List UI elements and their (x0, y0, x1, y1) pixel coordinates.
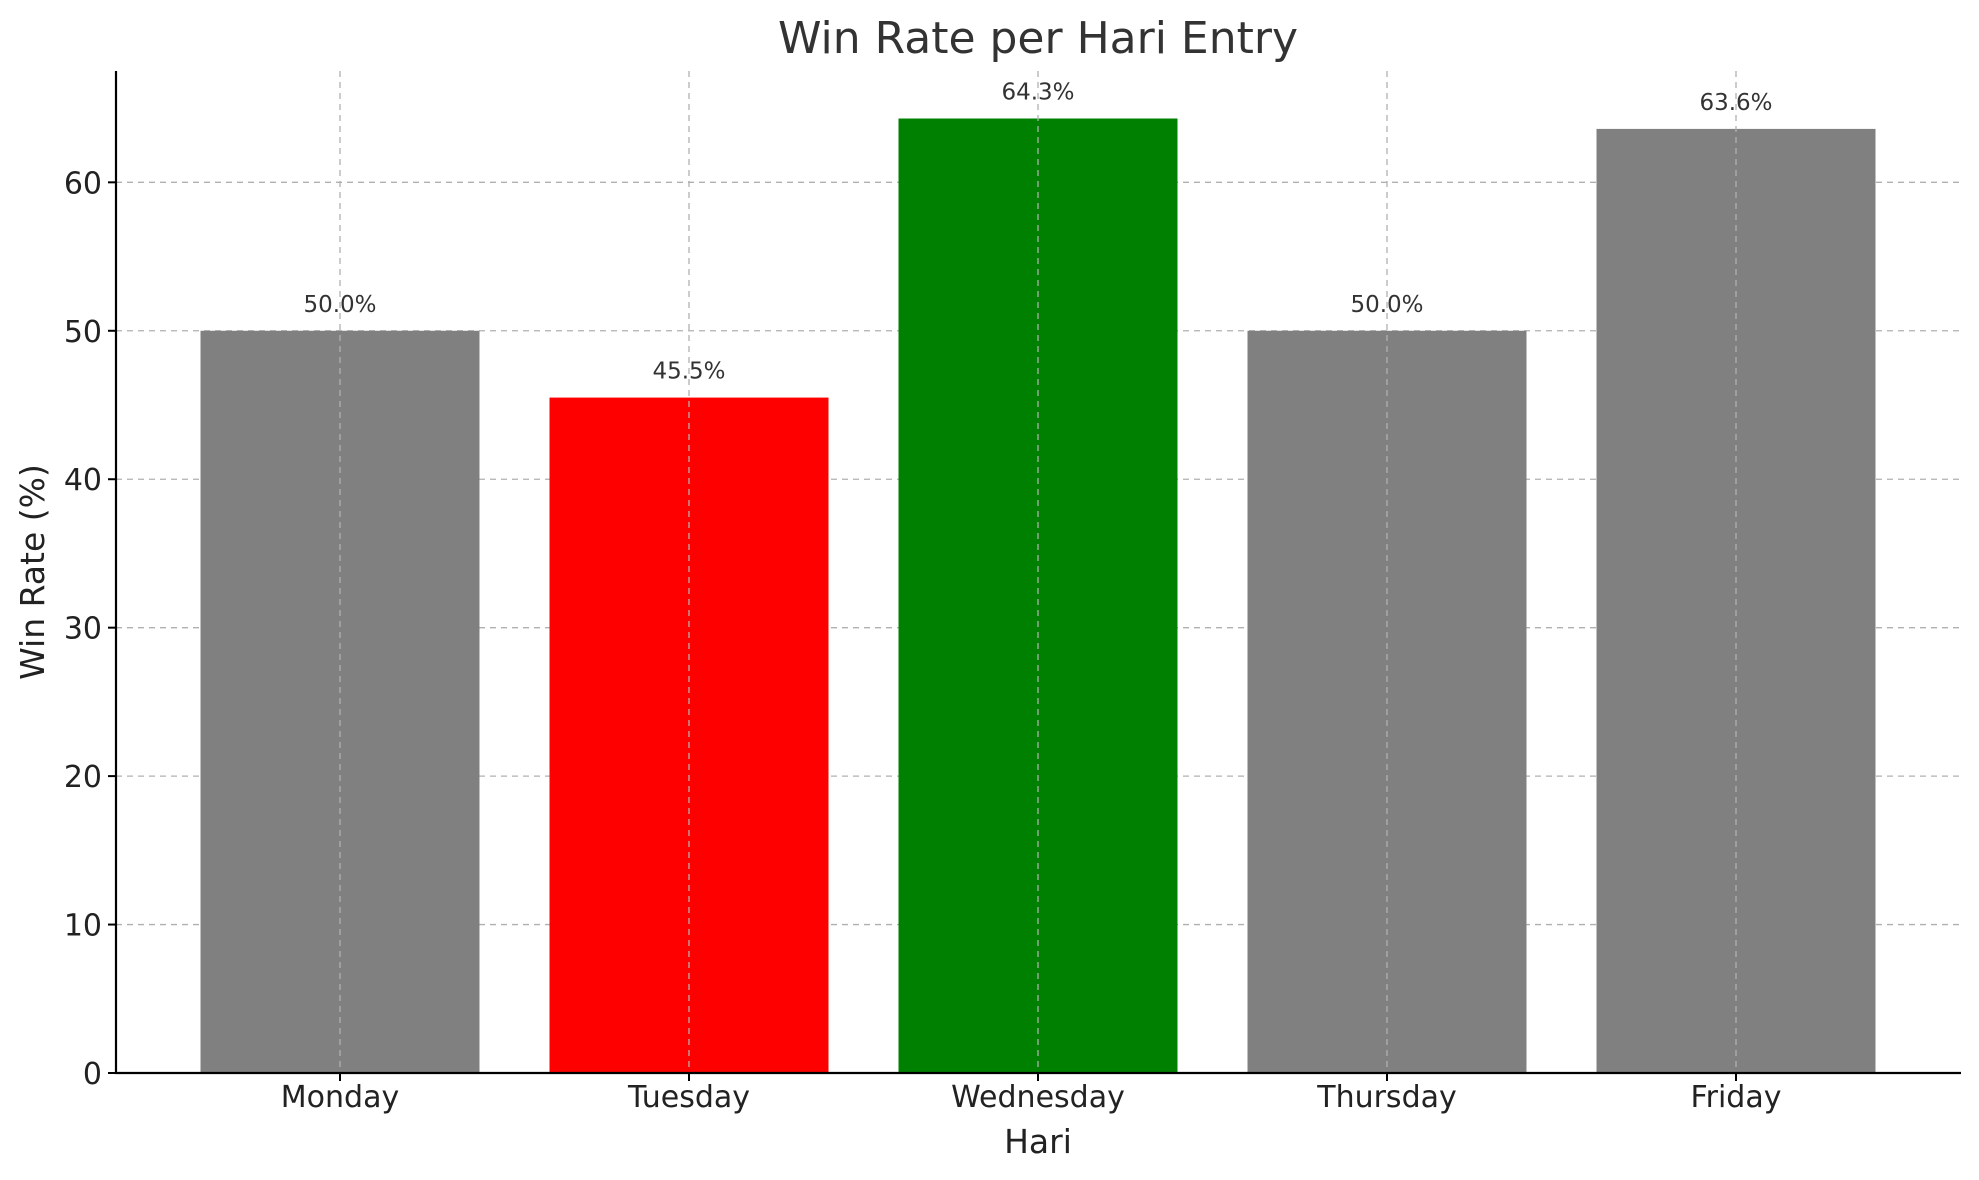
data-label-monday: 50.0% (303, 292, 376, 318)
axes: 0 10 20 30 40 50 60 Monday Tuesday Wednesday Thurs… (64, 71, 1961, 1115)
y-tick-label-30: 30 (64, 612, 102, 647)
chart-title: Win Rate per Hari Entry (778, 13, 1298, 64)
x-tick-label-friday: Friday (1691, 1080, 1782, 1115)
data-label-thursday: 50.0% (1350, 292, 1423, 318)
data-label-friday: 63.6% (1699, 90, 1772, 116)
y-tick-label-60: 60 (64, 166, 102, 201)
y-axis-label: Win Rate (%) (13, 464, 52, 680)
x-tick-label-wednesday: Wednesday (951, 1080, 1125, 1115)
vertical-grid-lines (339, 71, 1737, 1073)
x-tick-label-tuesday: Tuesday (627, 1080, 750, 1115)
y-tick-label-50: 50 (64, 315, 102, 350)
data-label-wednesday: 64.3% (1001, 80, 1074, 106)
y-tick-label-0: 0 (83, 1057, 102, 1092)
data-labels: 50.0% 45.5% 64.3% 50.0% 63.6% (303, 80, 1772, 385)
data-label-tuesday: 45.5% (652, 359, 725, 385)
x-tick-label-monday: Monday (281, 1080, 399, 1115)
y-tick-label-10: 10 (64, 909, 102, 944)
x-axis-label: Hari (1004, 1122, 1072, 1161)
x-tick-label-thursday: Thursday (1316, 1080, 1457, 1115)
bar-wednesday (898, 118, 1178, 1074)
y-tick-label-20: 20 (64, 760, 102, 795)
y-tick-label-40: 40 (64, 463, 102, 498)
